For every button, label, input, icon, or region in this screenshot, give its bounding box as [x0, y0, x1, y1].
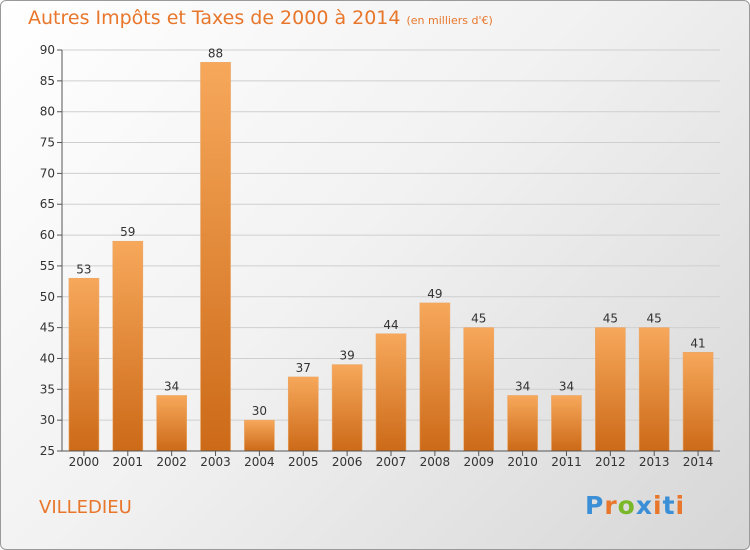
y-tick-label: 55 — [40, 259, 55, 273]
y-tick-label: 75 — [40, 136, 55, 150]
y-tick-label: 40 — [40, 351, 55, 365]
x-tick-label: 2005 — [288, 455, 319, 469]
y-tick-label: 85 — [40, 74, 55, 88]
bar-2000 — [68, 277, 100, 452]
bar-2009 — [463, 327, 495, 452]
y-tick-label: 90 — [40, 43, 55, 57]
y-tick-label: 60 — [40, 228, 55, 242]
data-label-2010: 34 — [515, 379, 530, 393]
data-label-2006: 39 — [339, 349, 354, 363]
logo-letter: i — [653, 491, 663, 520]
x-tick-label: 2011 — [551, 455, 582, 469]
logo-letter: o — [617, 491, 636, 520]
x-tick-label: 2002 — [156, 455, 187, 469]
bar-2001 — [112, 240, 144, 452]
x-tick-label: 2009 — [463, 455, 494, 469]
y-tick-label: 25 — [40, 444, 55, 458]
y-tick-label: 30 — [40, 413, 55, 427]
data-label-2009: 45 — [471, 312, 486, 326]
logo-letter: t — [662, 491, 676, 520]
y-tick-label: 65 — [40, 197, 55, 211]
bar-2003 — [200, 62, 231, 452]
chart-title: Autres Impôts et Taxes de 2000 à 2014 (en… — [28, 7, 493, 29]
x-tick-label: 2014 — [683, 455, 714, 469]
data-label-2011: 34 — [559, 379, 574, 393]
x-tick-label: 2013 — [639, 455, 670, 469]
x-tick-label: 2003 — [200, 455, 231, 469]
commune-name: VILLEDIEU — [39, 497, 132, 518]
bar-2012 — [595, 327, 626, 452]
proxiti-logo: Proxiti — [585, 491, 685, 520]
bar-2013 — [638, 327, 670, 452]
data-label-2012: 45 — [603, 312, 618, 326]
data-label-2002: 34 — [164, 379, 179, 393]
x-tick-label: 2012 — [595, 455, 626, 469]
bar-2011 — [551, 395, 582, 452]
data-label-2005: 37 — [296, 361, 311, 375]
x-tick-label: 2000 — [69, 455, 100, 469]
bar-2007 — [375, 333, 407, 452]
data-label-2007: 44 — [383, 318, 398, 332]
bar-2008 — [419, 302, 451, 452]
x-tick-label: 2007 — [376, 455, 407, 469]
y-tick-label: 50 — [40, 290, 55, 304]
chart-subtitle: (en milliers d'€) — [406, 14, 493, 27]
data-label-2003: 88 — [208, 46, 223, 60]
x-tick-label: 2008 — [420, 455, 451, 469]
y-tick-label: 35 — [40, 382, 55, 396]
data-label-2000: 53 — [76, 262, 91, 276]
logo-letter: x — [635, 491, 653, 520]
bar-2014 — [682, 351, 714, 452]
data-label-2008: 49 — [427, 287, 442, 301]
logo-letter: i — [675, 491, 686, 520]
logo-letter: P — [585, 491, 605, 520]
y-tick-label: 70 — [40, 166, 55, 180]
x-tick-label: 2010 — [507, 455, 538, 469]
data-label-2001: 59 — [120, 225, 135, 239]
x-tick-label: 2001 — [113, 455, 144, 469]
x-tick-label: 2006 — [332, 455, 363, 469]
x-tick-label: 2004 — [244, 455, 275, 469]
bars: 53 59 34 88 30 37 39 44 49 45 34 34 45 45 41 — [68, 46, 714, 452]
y-axis: 25 30 35 40 45 50 55 60 65 70 75 80 85 90 — [40, 43, 63, 458]
bar-2005 — [287, 376, 319, 452]
data-label-2014: 41 — [690, 336, 705, 350]
y-tick-label: 45 — [40, 321, 55, 335]
bar-2002 — [156, 395, 187, 452]
bar-2010 — [507, 395, 538, 452]
logo-letter: r — [604, 491, 618, 520]
chart-title-text: Autres Impôts et Taxes de 2000 à 2014 — [28, 7, 401, 29]
data-label-2013: 45 — [647, 312, 662, 326]
x-axis: 2000 2001 2002 2003 2004 2005 2006 2007 2008 2009… — [62, 450, 720, 469]
data-label-2004: 30 — [252, 404, 267, 418]
bar-2006 — [331, 364, 363, 452]
bar-2004 — [244, 419, 275, 452]
y-tick-label: 80 — [40, 105, 55, 119]
